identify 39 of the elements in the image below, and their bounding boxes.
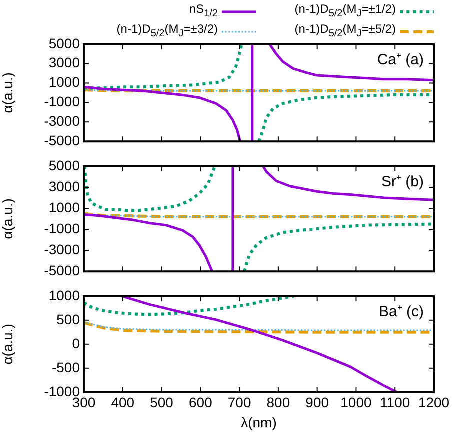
y-tick-label: 0 [72,335,80,352]
y-tick-label: 1000 [48,287,80,304]
y-tick-label: -3000 [44,113,80,130]
y-tick-label: -1000 [44,94,80,110]
x-axis-title: λ(nm) [241,414,277,430]
line-series [84,296,296,316]
x-tick-label: 400 [111,394,135,411]
y-tick-label: -1000 [44,220,80,236]
x-tick-label: 1100 [380,394,410,411]
x-tick-label: 700 [228,394,252,411]
legend-label: (n-1)D$_{5/2}$(M$_{J}$=±3/2) [116,22,218,42]
x-tick-label: 800 [266,394,290,411]
y-tick-label: -1000 [44,383,80,400]
y-tick-label: 3000 [48,54,80,71]
x-tick-label: 500 [150,394,174,411]
y-axis-title: α(a.u.) [0,198,16,240]
y-tick-label: 5000 [48,157,80,174]
y-tick-label: 1000 [48,74,80,90]
y-axis-title: α(a.u.) [0,324,16,365]
x-tick-label: 1200 [418,394,450,411]
y-tick-label: 5000 [48,35,80,52]
legend-label: (n-1)D$_{5/2}$(M$_{J}$=±1/2) [294,2,396,22]
x-tick-label: 900 [306,394,330,411]
annotation: Ca⁺ (a) [377,52,424,69]
y-axis-title: α(a.u.) [0,72,16,114]
y-tick-label: 3000 [48,178,80,194]
y-tick-label: 1000 [48,199,80,216]
line-series [84,322,434,332]
y-tick-label: -5000 [44,262,80,278]
legend-label: (n-1)D$_{5/2}$(M$_{J}$=±5/2) [294,22,396,42]
y-tick-label: -5000 [44,132,80,148]
y-tick-label: -3000 [44,241,80,258]
y-tick-label: -500 [52,359,80,376]
y-tick-label: 500 [56,311,80,328]
annotation: Sr⁺ (b) [382,174,424,191]
x-tick-label: 600 [188,394,213,411]
annotation: Ba⁺ (c) [378,304,424,321]
x-tick-label: 1000 [340,394,372,411]
legend-label: nS$_{1/2}$ [189,2,218,22]
